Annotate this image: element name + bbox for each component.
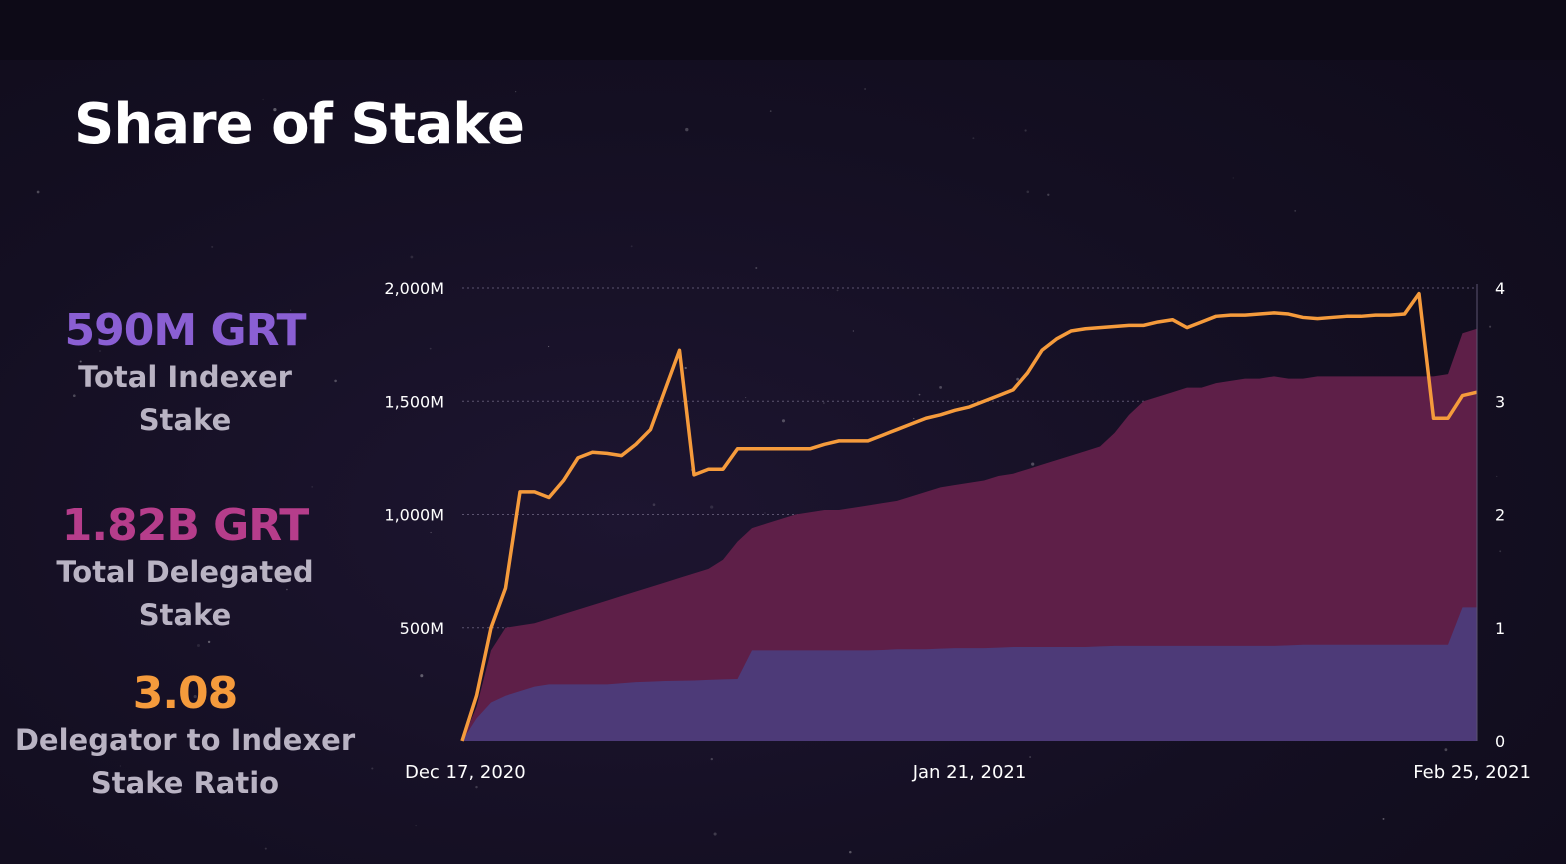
y-right-tick-label: 2 — [1495, 506, 1505, 525]
star-speck — [119, 765, 121, 767]
star-speck — [1496, 475, 1498, 477]
star-speck — [939, 385, 943, 389]
star-speck — [334, 379, 337, 383]
star-speck — [769, 110, 772, 112]
stake-ratio-label-line2: Stake Ratio — [90, 766, 280, 800]
star-speck — [262, 98, 264, 101]
star-speck — [918, 393, 921, 396]
star-speck — [745, 397, 747, 399]
star-speck — [710, 505, 714, 509]
star-speck — [1232, 177, 1235, 179]
star-speck — [415, 825, 417, 827]
star-speck — [764, 512, 766, 514]
star-speck — [972, 137, 975, 140]
star-speck — [286, 588, 288, 591]
star-speck — [1024, 129, 1027, 132]
star-speck — [211, 245, 214, 248]
star-speck — [684, 366, 687, 370]
star-speck — [420, 674, 424, 678]
star-speck — [864, 88, 866, 90]
star-speck — [72, 394, 76, 398]
star-speck — [1382, 817, 1385, 820]
star-speck — [36, 190, 40, 194]
star-speck — [1294, 209, 1297, 212]
star-speck — [475, 785, 478, 789]
star-speck — [1029, 756, 1031, 758]
star-speck — [548, 345, 550, 348]
star-speck — [186, 419, 191, 423]
star-speck — [273, 107, 277, 112]
delegated-stake-label-line2: Stake — [138, 598, 232, 632]
star-speck — [1026, 190, 1030, 194]
star-speck — [755, 267, 758, 269]
star-speck — [193, 695, 197, 699]
indexer-stake-label-line1: Total Indexer — [78, 360, 292, 394]
star-speck — [1489, 325, 1492, 328]
star-speck — [1016, 377, 1019, 381]
x-tick-label: Dec 17, 2020 — [405, 762, 526, 783]
star-speck — [1444, 748, 1448, 752]
x-tick-label: Feb 25, 2021 — [1413, 762, 1531, 783]
star-speck — [823, 402, 825, 404]
star-speck — [264, 847, 267, 850]
chart-lines — [460, 291, 1478, 742]
page-title: Share of Stake — [74, 92, 525, 157]
star-speck — [652, 503, 656, 507]
star-speck — [196, 643, 201, 648]
star-speck — [685, 127, 689, 132]
star-speck — [429, 347, 432, 350]
y-right-tick-label: 1 — [1495, 619, 1505, 638]
top-band — [0, 0, 1566, 60]
star-speck — [710, 757, 713, 761]
star-speck — [311, 486, 314, 488]
y-left-tick-label: 1,000M — [384, 506, 444, 525]
star-speck — [836, 289, 839, 292]
stake-ratio-value: 3.08 — [132, 668, 239, 719]
star-speck — [371, 767, 374, 770]
star-speck — [99, 350, 101, 352]
star-speck — [849, 850, 852, 854]
star-speck — [79, 360, 82, 363]
star-speck — [515, 91, 517, 93]
delegated-stake-stat: 1.82B GRT Total Delegated Stake — [0, 500, 370, 637]
star-speck — [1499, 550, 1502, 553]
delegated-stake-label-line1: Total Delegated — [56, 555, 314, 589]
stake-ratio-stat: 3.08 Delegator to Indexer Stake Ratio — [0, 668, 370, 805]
chart-areas — [462, 328, 1477, 741]
x-tick-label: Jan 21, 2021 — [912, 762, 1027, 783]
y-right-tick-label: 3 — [1495, 392, 1505, 411]
indexer-stake-area — [462, 607, 1477, 741]
indexer-stake-value: 590M GRT — [64, 305, 307, 356]
star-speck — [713, 832, 717, 836]
delegated-stake-value: 1.82B GRT — [61, 500, 309, 551]
y-right-tick-label: 0 — [1495, 732, 1505, 751]
ratio-line — [460, 291, 1478, 742]
y-left-tick-label: 2,000M — [384, 279, 444, 298]
indexer-stake-stat: 590M GRT Total Indexer Stake — [0, 305, 370, 442]
stake-ratio-label-line1: Delegator to Indexer — [14, 723, 356, 757]
star-speck — [1031, 462, 1035, 466]
y-right-tick-label: 4 — [1495, 279, 1505, 298]
chart-axes: 500M 1,000M 1,500M 2,000M 0 1 2 3 4 Dec 17, 2020 J… — [384, 279, 1531, 783]
indexer-stake-label-line2: Stake — [138, 403, 232, 437]
star-speck — [913, 417, 915, 420]
star-speck — [207, 640, 211, 644]
star-speck — [410, 255, 414, 259]
star-speck — [1047, 193, 1050, 196]
delegated-stake-area — [462, 328, 1477, 741]
y-left-tick-label: 1,500M — [384, 392, 444, 411]
star-speck — [852, 330, 855, 332]
star-speck — [781, 419, 786, 423]
star-speck — [630, 245, 633, 248]
y-left-tick-label: 500M — [400, 619, 444, 638]
star-speck — [290, 309, 292, 311]
star-speck — [430, 531, 432, 534]
